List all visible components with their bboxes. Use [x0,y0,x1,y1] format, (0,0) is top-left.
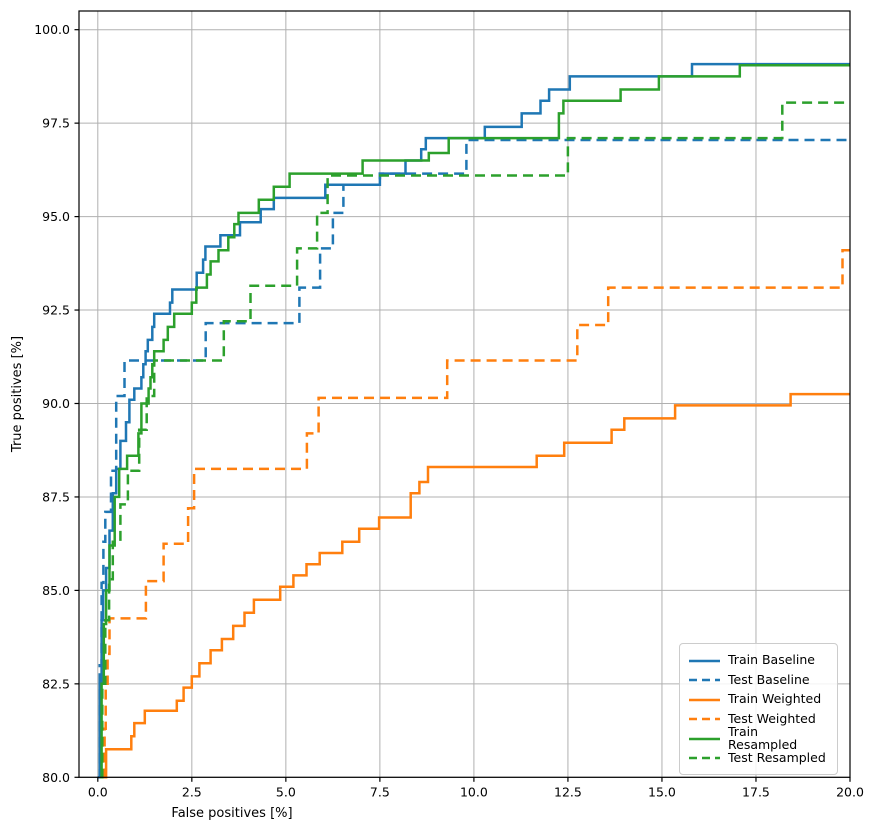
legend-item-test-resampled: Test Resampled [689,749,829,768]
legend-line-sample [689,659,720,662]
legend-item-label: Test Baseline [728,671,810,687]
y-tick-label: 95.0 [42,209,70,224]
x-tick-label: 15.0 [648,784,676,799]
legend-item-label: Test Resampled [728,750,826,766]
x-tick-label: 7.5 [370,784,390,799]
y-tick-label: 90.0 [42,396,70,411]
legend-item-train-weighted: Train Weighted [689,690,829,709]
y-tick-label: 80.0 [42,770,70,785]
legend-item-label: Train Baseline [728,652,815,668]
y-tick-label: 82.5 [42,676,70,691]
legend-item-test-weighted: Test Weighted [689,710,829,729]
legend-item-label: Test Weighted [728,711,816,727]
y-tick-label: 85.0 [42,583,70,598]
y-tick-label: 92.5 [42,303,70,318]
x-axis-label-wrap: False positives [%] [0,806,696,821]
x-tick-label: 0.0 [88,784,108,799]
series-test-weighted [103,248,850,779]
y-tick-label: 87.5 [42,489,70,504]
x-tick-label: 2.5 [182,784,202,799]
series-train-weighted [104,392,850,779]
x-tick-label: 12.5 [554,784,582,799]
x-tick-label: 17.5 [742,784,770,799]
x-tick-label: 5.0 [276,784,296,799]
x-tick-label: 10.0 [460,784,488,799]
legend-line-sample [689,737,720,741]
series-test-resampled [100,101,850,779]
legend-line-sample [689,678,720,682]
series-train-resampled [100,63,850,779]
legend-line-sample [689,698,720,701]
legend-item-label: Train Resampled [728,724,798,752]
legend-line-sample [689,757,720,760]
y-tick-label: 100.0 [34,22,70,37]
legend-item-train-resampled: Train Resampled [689,724,829,752]
legend-item-test-baseline: Test Baseline [689,671,829,690]
x-axis-label: False positives [%] [171,806,293,821]
legend-line-sample [689,718,720,721]
legend: Train Baseline Test Baseline Train Weighte… [679,643,838,775]
y-axis-label: True positives [%] [10,335,25,453]
axes-spines [78,10,851,778]
legend-item-label: Train Weighted [728,691,822,707]
legend-item-train-baseline: Train Baseline [689,651,829,670]
x-tick-label: 20.0 [836,784,864,799]
y-tick-label: 97.5 [42,116,70,131]
